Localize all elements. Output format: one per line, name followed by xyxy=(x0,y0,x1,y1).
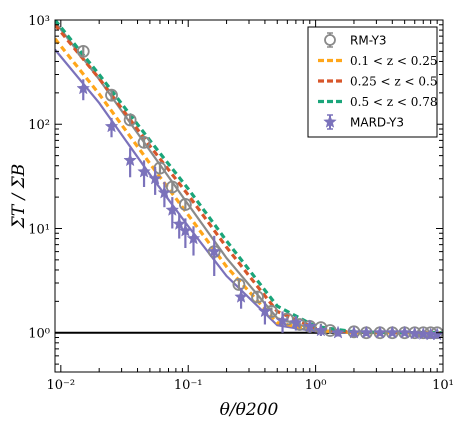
y-axis-label: ΣT / ΣB xyxy=(9,164,29,229)
mard-y3-point xyxy=(137,164,151,178)
mard-y3-point xyxy=(275,313,290,327)
legend-star-marker xyxy=(323,114,337,128)
rm-y3-point xyxy=(178,198,192,211)
mard-y3-point xyxy=(385,325,400,339)
x-tick-label: 10⁰ xyxy=(305,378,327,393)
legend-label: RM-Y3 xyxy=(350,34,387,48)
legend-label: 0.25 < z < 0.5 xyxy=(350,75,438,89)
y-tick-label: 10² xyxy=(28,118,50,133)
mard-y3-point xyxy=(178,223,193,237)
mard-y3-point xyxy=(397,325,412,339)
mard-y3-point xyxy=(165,202,180,216)
mard-y3-point xyxy=(359,325,374,339)
x-tick-label: 10¹ xyxy=(432,378,454,393)
legend-label: 0.1 < z < 0.25 xyxy=(350,54,438,68)
y-tick-label: 10⁰ xyxy=(28,327,50,342)
mard-y3-point xyxy=(314,323,328,337)
rm-y3-point xyxy=(123,113,137,127)
mard-y3-point xyxy=(148,171,162,185)
mard-y3-point xyxy=(302,319,317,333)
rm-y3-point xyxy=(76,44,90,58)
mard-y3-point xyxy=(331,325,345,339)
series-dashed-line-3 xyxy=(55,20,443,335)
mard-y3-point xyxy=(186,231,201,245)
mard-y3-point xyxy=(76,81,91,95)
mard-y3-point xyxy=(234,289,248,303)
series-dashed-line-2 xyxy=(55,23,443,335)
rm-y3-point xyxy=(137,135,151,149)
x-tick-label: 10⁻¹ xyxy=(174,378,203,393)
mard-y3-point xyxy=(347,325,361,339)
mard-y3-point xyxy=(172,216,187,230)
mard-y3-point xyxy=(373,325,387,339)
legend-label: MARD-Y3 xyxy=(350,116,404,130)
plot-area xyxy=(55,20,443,341)
rm-y3-point xyxy=(105,88,118,102)
y-tick-label: 10³ xyxy=(28,14,50,29)
mard-y3-point xyxy=(157,185,172,199)
x-axis-label: θ/θ200 xyxy=(220,400,279,420)
mard-y3-point xyxy=(289,315,303,329)
legend-circle-marker xyxy=(324,34,336,46)
x-tick-label: 10⁻² xyxy=(47,378,76,393)
mard-y3-point xyxy=(123,153,137,167)
rm-y3-point xyxy=(251,290,264,304)
mard-y3-point xyxy=(407,326,422,340)
rm-y3-point xyxy=(232,278,246,291)
mard-y3-point xyxy=(258,304,272,318)
legend-label: 0.5 < z < 0.78 xyxy=(350,95,438,109)
legend: RM-Y3 0.1 < z < 0.25 0.25 < z < 0.5 0.5 < z… xyxy=(307,26,438,138)
mard-y3-point xyxy=(416,326,431,340)
axes: 10⁻² 10⁻¹ 10⁰ 10¹ 10⁰ 10¹ 10² 10³ xyxy=(28,14,454,393)
mard-y3-point xyxy=(104,119,119,133)
mard-y3-point xyxy=(207,244,222,258)
y-tick-label: 10¹ xyxy=(28,222,50,237)
rm-y3-point xyxy=(165,180,179,194)
